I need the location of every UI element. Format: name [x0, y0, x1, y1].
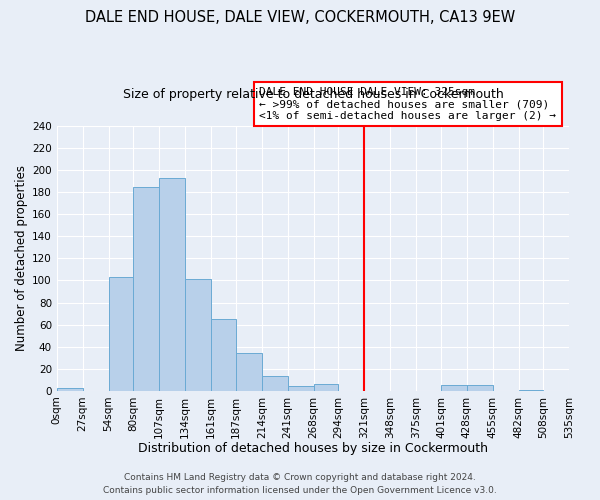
Bar: [236, 354, 262, 391]
Bar: [287, 386, 314, 391]
Title: Size of property relative to detached houses in Cockermouth: Size of property relative to detached ho…: [122, 88, 503, 101]
Bar: [159, 178, 185, 391]
Text: DALE END HOUSE, DALE VIEW, COCKERMOUTH, CA13 9EW: DALE END HOUSE, DALE VIEW, COCKERMOUTH, …: [85, 10, 515, 25]
Bar: [185, 280, 211, 391]
Text: DALE END HOUSE DALE VIEW: 325sqm
← >99% of detached houses are smaller (709)
<1%: DALE END HOUSE DALE VIEW: 325sqm ← >99% …: [259, 88, 556, 120]
Bar: [57, 388, 83, 391]
Bar: [109, 277, 133, 391]
Bar: [133, 186, 159, 391]
Y-axis label: Number of detached properties: Number of detached properties: [15, 166, 28, 352]
Bar: [441, 386, 467, 391]
Bar: [211, 319, 236, 391]
Bar: [467, 386, 493, 391]
Bar: [262, 376, 287, 391]
Text: Contains HM Land Registry data © Crown copyright and database right 2024.
Contai: Contains HM Land Registry data © Crown c…: [103, 474, 497, 495]
Bar: [314, 384, 338, 391]
X-axis label: Distribution of detached houses by size in Cockermouth: Distribution of detached houses by size …: [138, 442, 488, 455]
Bar: [518, 390, 544, 391]
